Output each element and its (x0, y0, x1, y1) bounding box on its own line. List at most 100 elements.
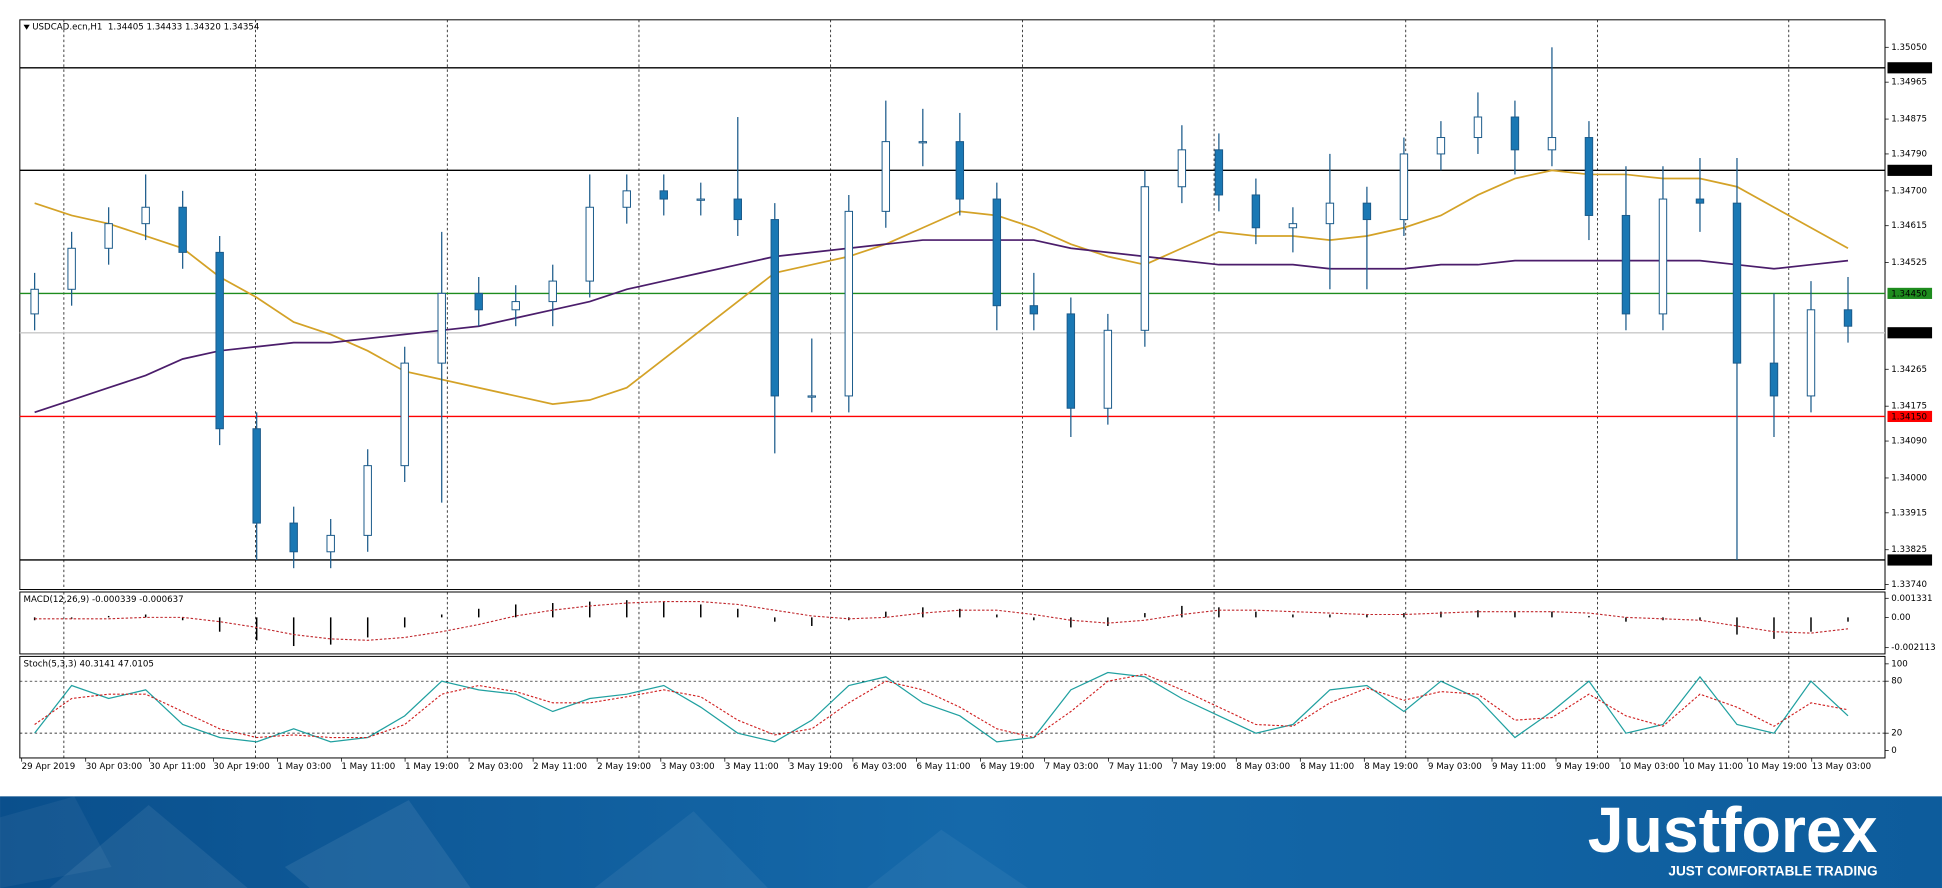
menu-arrow (23, 24, 30, 30)
y-tick-label: 0.001331 (1891, 594, 1932, 604)
candle-body (955, 141, 965, 200)
candle-body (1288, 223, 1298, 229)
candle-body (622, 190, 631, 208)
panel-frame (19, 655, 1886, 759)
candle-body (548, 280, 557, 303)
x-tick-label: 3 May 03:00 (661, 762, 715, 772)
candle-body (1177, 149, 1187, 188)
candle-body (1547, 137, 1557, 151)
candle-body (659, 190, 668, 200)
banner: Justforex JUST COMFORTABLE TRADING (0, 794, 1942, 888)
candle-body (104, 223, 113, 249)
y-tick-label: 20 (1891, 729, 1902, 739)
decor (866, 829, 1028, 888)
candle-body (807, 395, 817, 398)
y-tick-label: 1.34175 (1891, 402, 1927, 412)
level-label: 1.33800 (1891, 556, 1927, 566)
x-tick-label: 10 May 11:00 (1684, 762, 1743, 772)
y-tick-label: 1.33825 (1891, 545, 1927, 555)
y-tick-label: 1.34790 (1891, 149, 1927, 159)
candle-body (1769, 362, 1779, 397)
candle-body (1510, 116, 1520, 151)
candle-body (1362, 202, 1372, 221)
x-tick-label: 1 May 03:00 (277, 762, 331, 772)
x-tick-label: 2 May 19:00 (597, 762, 651, 772)
panel-frame (19, 591, 1886, 655)
level-label: 1.34354 (1891, 329, 1927, 339)
x-tick-label: 7 May 19:00 (1172, 762, 1226, 772)
brand-logo: Justforex (1588, 794, 1878, 866)
x-tick-label: 6 May 11:00 (917, 762, 971, 772)
y-tick-label: 1.34265 (1891, 365, 1927, 375)
y-tick-label: 1.34700 (1891, 186, 1927, 196)
candle-body (1806, 309, 1816, 397)
x-tick-label: 30 Apr 19:00 (213, 762, 269, 772)
candle-body (1029, 305, 1039, 315)
level-label-box (1887, 287, 1933, 299)
panel-title: MACD(12,26,9) -0.000339 -0.000637 (24, 595, 184, 605)
level-label-box (1887, 327, 1933, 339)
level-label-box (1887, 164, 1933, 176)
candle-body (141, 206, 150, 225)
y-tick-label: 0.00 (1891, 613, 1910, 623)
candle-body (992, 198, 1002, 307)
y-tick-label: -0.002113 (1891, 643, 1935, 653)
candle-body (30, 288, 39, 315)
x-tick-label: 9 May 11:00 (1492, 762, 1546, 772)
candle-body (1066, 313, 1076, 409)
y-tick-label: 1.34090 (1891, 437, 1927, 447)
x-tick-label: 7 May 11:00 (1109, 762, 1163, 772)
y-tick-label: 1.33740 (1891, 580, 1927, 590)
banner-background (0, 796, 1942, 888)
candle-body (696, 198, 705, 201)
candle-body (1251, 194, 1261, 229)
moving-average (34, 239, 1849, 414)
x-tick-label: 10 May 19:00 (1748, 762, 1807, 772)
panel-title: USDCAD.ecn,H1 1.34405 1.34433 1.34320 1.… (32, 23, 260, 33)
level-label-box (1887, 554, 1933, 566)
candle-body (67, 247, 76, 290)
level-label-box (1887, 410, 1933, 423)
candle-body (363, 465, 372, 536)
decor (594, 811, 768, 888)
candle-body (1621, 214, 1631, 315)
x-tick-label: 7 May 03:00 (1045, 762, 1099, 772)
plot-area: 1.35050 1.34965 1.34875 1.34790 1.34700 1.346… (19, 19, 1936, 772)
candle-body (215, 251, 224, 430)
stoch-main (34, 671, 1849, 743)
y-tick-label: 80 (1891, 677, 1902, 687)
x-tick-label: 8 May 03:00 (1236, 762, 1290, 772)
candle-body (178, 206, 187, 253)
x-tick-label: 3 May 19:00 (789, 762, 843, 772)
candle-body (585, 206, 594, 282)
candle-body (881, 141, 891, 212)
x-tick-label: 29 Apr 2019 (22, 762, 76, 772)
x-tick-label: 9 May 19:00 (1556, 762, 1610, 772)
candle-body (1584, 137, 1594, 216)
x-tick-label: 10 May 03:00 (1620, 762, 1679, 772)
y-tick-label: 1.33915 (1891, 508, 1927, 518)
y-tick-label: 1.35050 (1891, 43, 1927, 53)
candle-body (1695, 198, 1705, 204)
candle-body (437, 292, 446, 364)
candle-body (1399, 153, 1409, 221)
candle-body (252, 428, 261, 524)
candle-body (1103, 329, 1113, 409)
x-tick-label: 30 Apr 11:00 (149, 762, 205, 772)
decor (284, 800, 471, 888)
candle-body (1140, 186, 1150, 331)
candle-body (844, 210, 854, 397)
candle-body (289, 522, 298, 553)
x-tick-label: 1 May 19:00 (405, 762, 459, 772)
candle-body (1325, 202, 1335, 225)
candle-body (1214, 149, 1224, 196)
x-tick-label: 13 May 03:00 (1812, 762, 1871, 772)
level-label-box (1887, 62, 1933, 74)
candle-body (1843, 309, 1853, 327)
candle-body (474, 292, 483, 311)
x-tick-label: 2 May 11:00 (533, 762, 587, 772)
x-tick-label: 3 May 11:00 (725, 762, 779, 772)
candle-body (918, 141, 928, 144)
candle-body (1658, 198, 1668, 315)
